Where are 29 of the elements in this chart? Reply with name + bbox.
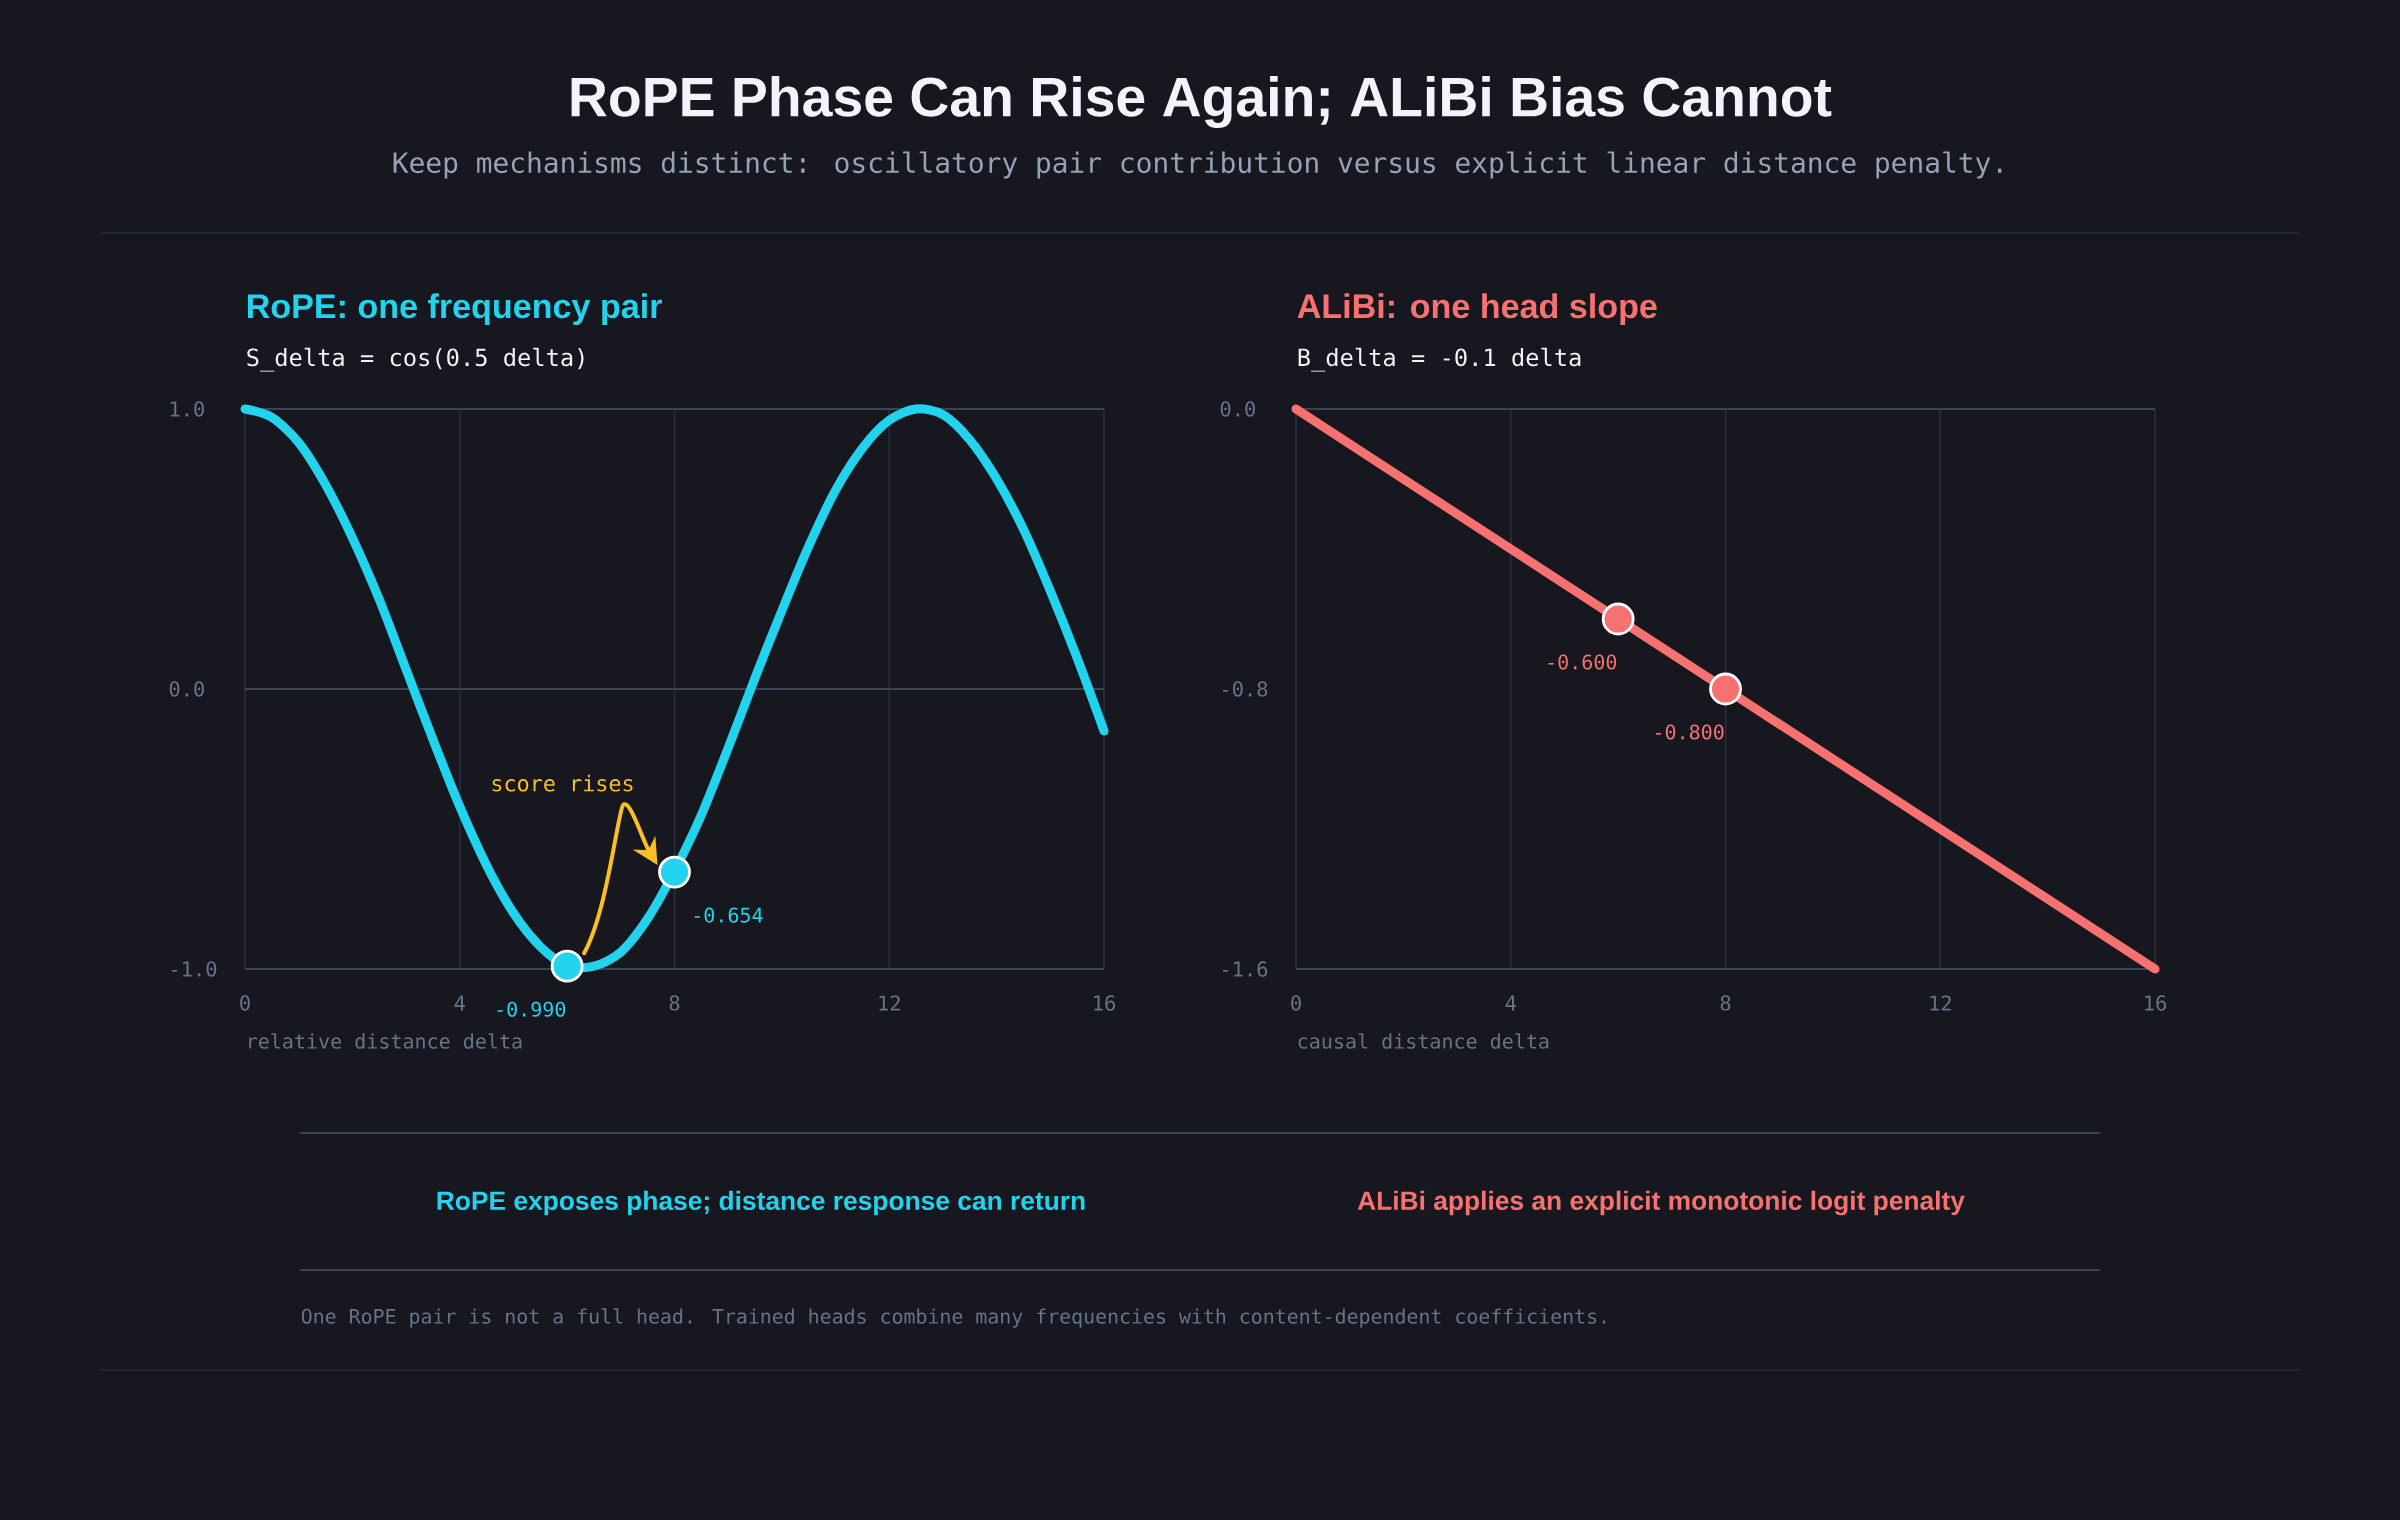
y-tick-label: -0.8 [1222,681,1268,697]
y-tick-label: -1.6 [1222,961,1268,977]
data-label: -0.600 [1548,654,1617,670]
chart-subtitle: B_delta = -0.1 delta [1298,347,1581,372]
chart-title: RoPE: one frequency pair [247,293,662,326]
x-tick-label: 8 [1720,995,1731,1011]
data-label: -0.800 [1655,724,1724,740]
y-tick-label: 0.0 [169,681,204,697]
chart-subtitle: S_delta = cos(0.5 delta) [247,347,584,372]
y-tick-label: 1.0 [170,401,204,417]
x-tick-label: 12 [879,995,900,1011]
x-tick-label: 4 [1505,995,1516,1011]
text: One RoPE pair is not a full head. Trained heads combine many frequencies with content-dependent coefficients. [301,1308,1606,1328]
x-axis-title: relative distance delta [249,1033,522,1049]
x-tick-label: 0 [240,995,250,1011]
y-tick-label: 0.0 [1220,401,1255,417]
text: RoPE exposes phase; distance response can return [437,1190,1085,1216]
text: Keep mechanisms distinct: oscillatory pair contribution versus explicit linear distance penalty. [393,151,2002,179]
x-tick-label: 4 [454,995,465,1011]
chart-title: ALiBi: one head slope [1297,293,1657,326]
text: RoPE Phase Can Rise Again; ALiBi Bias Cannot [571,76,1832,128]
annotation: score rises [492,774,633,792]
text: ALiBi applies an explicit monotonic logit penalty [1357,1190,1965,1216]
x-axis-title: causal distance delta [1298,1033,1549,1049]
x-tick-label: 16 [1094,995,1115,1011]
y-tick-label: -1.0 [171,961,217,977]
x-tick-label: 12 [1930,995,1951,1011]
x-tick-label: 0 [1291,995,1301,1011]
x-tick-label: 16 [2145,995,2166,1011]
